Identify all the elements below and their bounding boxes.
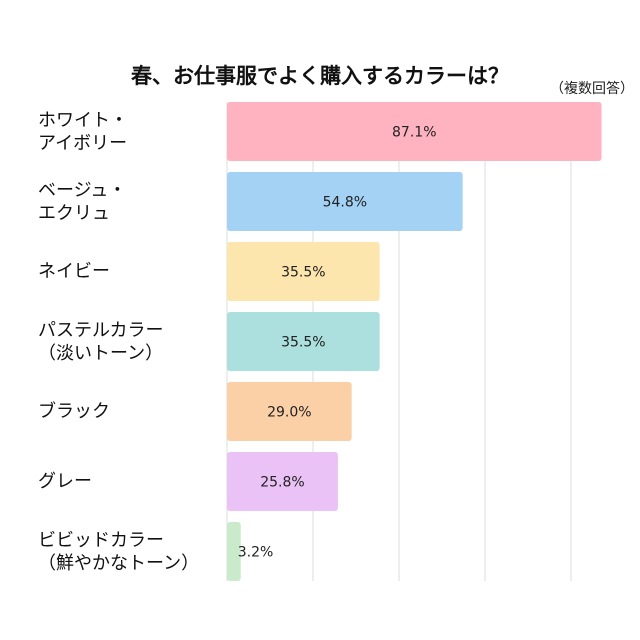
category-label: パステルカラー （淡いトーン） (38, 319, 164, 364)
category-label: ブラック (38, 401, 110, 422)
data-label: 87.1% (392, 125, 436, 141)
data-label: 35.5% (281, 265, 325, 281)
category-label: ネイビー (38, 261, 110, 282)
bar (227, 452, 338, 511)
chart-subtitle: （複数回答） (550, 81, 634, 97)
bar (227, 312, 380, 371)
bar (227, 102, 602, 161)
category-label: ビビッドカラー （鮮やかなトーン） (38, 529, 200, 574)
bar (227, 522, 241, 581)
category-label: ベージュ・ エクリュ (38, 179, 127, 224)
bar (227, 382, 352, 441)
category-label: ホワイト・ アイボリー (38, 109, 128, 154)
data-label: 54.8% (323, 195, 367, 211)
category-label: グレー (38, 471, 92, 492)
chart-title: 春、お仕事服でよく購入するカラーは？ (131, 64, 509, 88)
data-label: 29.0% (267, 405, 311, 421)
data-label: 35.5% (281, 335, 325, 351)
bar (227, 242, 380, 301)
data-label: 3.2% (238, 545, 274, 561)
data-label: 25.8% (260, 475, 304, 491)
bar (227, 172, 463, 231)
